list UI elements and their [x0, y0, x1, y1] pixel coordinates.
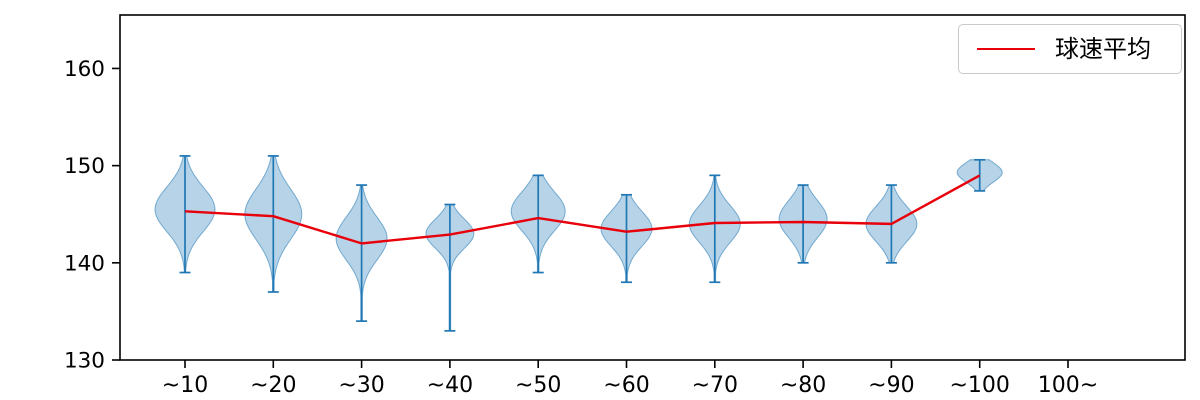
x-tick-label: ~20: [250, 373, 296, 398]
legend: 球速平均: [958, 24, 1182, 74]
x-tick-label: ~70: [692, 373, 738, 398]
x-tick-label: ~10: [162, 373, 208, 398]
x-tick-label: ~80: [780, 373, 826, 398]
axes-border: [119, 14, 1186, 361]
x-tick-label: ~90: [868, 373, 914, 398]
legend-label: 球速平均: [1055, 35, 1151, 63]
x-tick-label: ~50: [515, 373, 561, 398]
x-tick-label: ~100: [949, 373, 1009, 398]
legend-line-icon: [977, 48, 1035, 50]
y-tick-label: 160: [64, 57, 105, 82]
x-tick-label: ~40: [427, 373, 473, 398]
x-tick-label: ~60: [603, 373, 649, 398]
y-tick-label: 150: [64, 154, 105, 179]
x-tick-label: ~30: [338, 373, 384, 398]
x-tick-label: 100~: [1038, 373, 1098, 398]
y-tick-label: 140: [64, 251, 105, 276]
y-tick-label: 130: [64, 349, 105, 374]
mean-line: [184, 174, 981, 245]
